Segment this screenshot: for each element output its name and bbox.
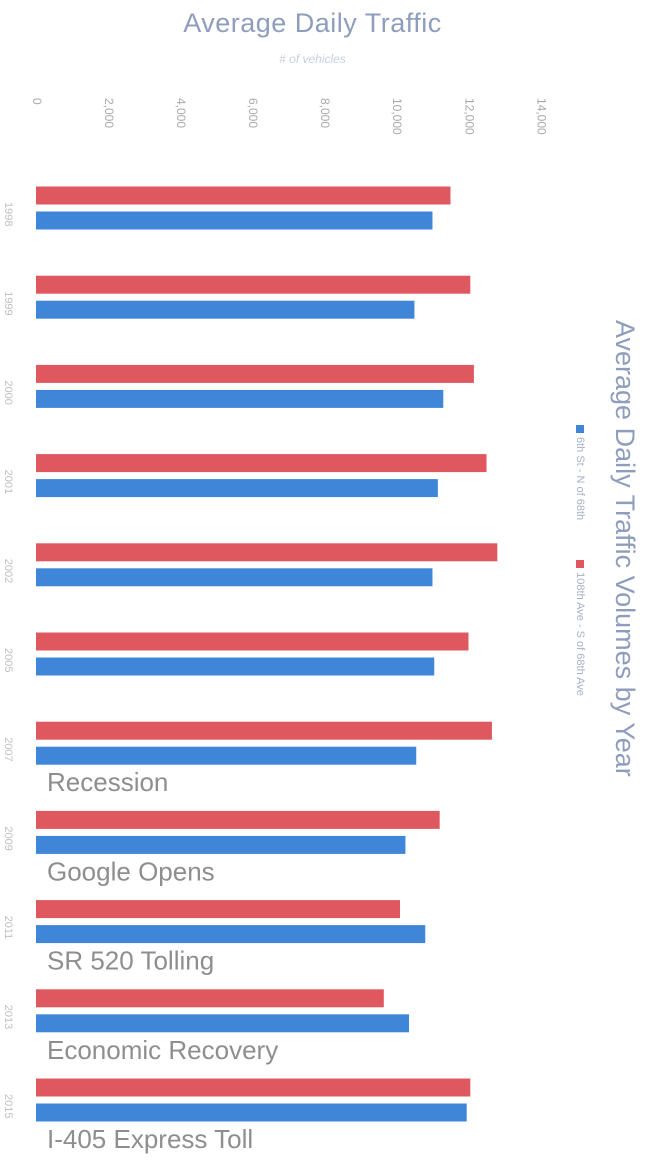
bar-6th-st-n-of-68th-1999 — [36, 300, 415, 319]
bar-108th-ave-s-of-68th-ave-2015 — [36, 1078, 471, 1097]
annotation-google-opens: Google Opens — [47, 856, 215, 886]
year-label-2013: 2013 — [2, 1005, 14, 1029]
legend-swatch-108th-ave — [576, 560, 584, 569]
bar-6th-st-n-of-68th-2013 — [36, 1014, 410, 1033]
value-tick-label-0: 0 — [30, 98, 44, 105]
legend-label-108th-ave: 108th Ave - S of 68th Ave — [574, 572, 586, 696]
bar-108th-ave-s-of-68th-ave-2013 — [36, 989, 384, 1008]
bar-6th-st-n-of-68th-1998 — [36, 211, 433, 230]
chart-side-title: Average Daily Traffic Volumes by Year — [610, 320, 640, 777]
legend-label-6th-st: 6th St - N of 68th — [574, 437, 586, 521]
bar-108th-ave-s-of-68th-ave-2005 — [36, 632, 469, 651]
year-label-1998: 1998 — [2, 202, 14, 226]
bar-6th-st-n-of-68th-2000 — [36, 389, 444, 408]
annotation-recession: Recession — [47, 767, 168, 797]
bar-108th-ave-s-of-68th-ave-2009 — [36, 810, 440, 829]
value-tick-label-6: 12,000 — [462, 98, 476, 135]
annotation-economic-recovery: Economic Recovery — [47, 1035, 278, 1065]
year-label-2007: 2007 — [2, 737, 14, 761]
bar-108th-ave-s-of-68th-ave-2011 — [36, 900, 401, 919]
year-label-2009: 2009 — [2, 826, 14, 850]
chart-subtitle: # of vehicles — [279, 52, 346, 66]
bar-6th-st-n-of-68th-2002 — [36, 568, 433, 587]
annotation-i-405-express-toll: I-405 Express Toll — [47, 1124, 253, 1154]
value-tick-label-5: 10,000 — [390, 98, 404, 135]
bar-6th-st-n-of-68th-2015 — [36, 1103, 467, 1122]
bar-108th-ave-s-of-68th-ave-1999 — [36, 275, 471, 294]
value-tick-label-2: 4,000 — [174, 98, 188, 128]
year-label-2005: 2005 — [2, 648, 14, 672]
value-tick-label-3: 6,000 — [246, 98, 260, 128]
legend-entry-108th-ave: 108th Ave - S of 68th Ave — [574, 560, 586, 696]
bar-6th-st-n-of-68th-2001 — [36, 479, 438, 498]
year-label-2011: 2011 — [2, 916, 14, 940]
bar-6th-st-n-of-68th-2011 — [36, 925, 426, 944]
year-label-1999: 1999 — [2, 291, 14, 315]
year-label-2015: 2015 — [2, 1094, 14, 1118]
value-tick-label-1: 2,000 — [102, 98, 116, 128]
annotation-sr-520-tolling: SR 520 Tolling — [47, 946, 214, 976]
bar-108th-ave-s-of-68th-ave-2001 — [36, 454, 487, 473]
legend: 6th St - N of 68th 108th Ave - S of 68th… — [574, 425, 586, 736]
year-label-2001: 2001 — [2, 470, 14, 494]
year-label-2000: 2000 — [2, 380, 14, 404]
year-label-2002: 2002 — [2, 559, 14, 583]
bar-6th-st-n-of-68th-2009 — [36, 835, 406, 854]
bar-6th-st-n-of-68th-2005 — [36, 657, 435, 676]
chart-title: Average Daily Traffic — [183, 8, 442, 38]
bar-108th-ave-s-of-68th-ave-1998 — [36, 186, 451, 205]
bar-108th-ave-s-of-68th-ave-2002 — [36, 543, 498, 562]
legend-swatch-6th-st — [576, 425, 584, 433]
legend-entry-6th-st: 6th St - N of 68th — [574, 425, 586, 520]
bar-108th-ave-s-of-68th-ave-2007 — [36, 721, 492, 740]
bar-108th-ave-s-of-68th-ave-2000 — [36, 364, 474, 383]
bar-6th-st-n-of-68th-2007 — [36, 746, 417, 765]
value-tick-label-4: 8,000 — [318, 98, 332, 128]
value-tick-label-7: 14,000 — [534, 98, 548, 135]
